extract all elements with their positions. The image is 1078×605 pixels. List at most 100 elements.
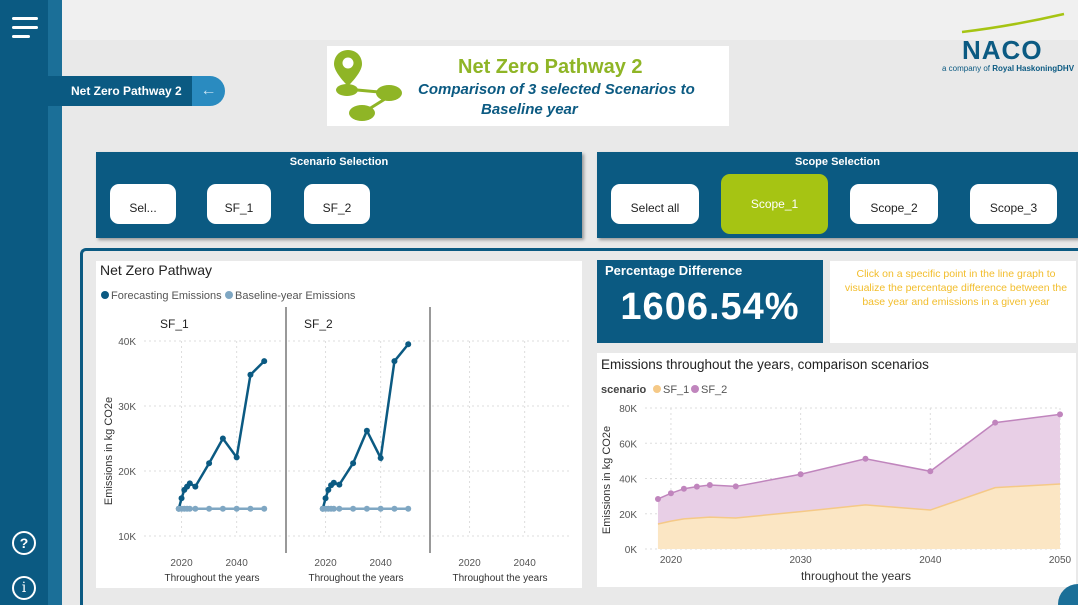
legend-forecast-marker [101, 291, 109, 299]
scenario-sf2-button[interactable]: SF_2 [304, 184, 370, 224]
data-point [336, 505, 343, 512]
percentage-difference-card: Percentage Difference 1606.54% [597, 260, 823, 343]
area-x-tick-label: 2050 [1049, 555, 1072, 566]
page-title: Net Zero Pathway 2 [458, 56, 643, 78]
comparison-scenarios-chart[interactable]: Emissions throughout the years, comparis… [597, 353, 1076, 587]
logo-text: NACO [962, 35, 1043, 65]
scope-1-button[interactable]: Scope_1 [721, 174, 828, 234]
y-tick-label: 40K [118, 337, 136, 348]
data-point [219, 505, 226, 512]
panel-title: SF_2 [304, 317, 333, 331]
x-tick-label: 2040 [370, 558, 393, 569]
logo-subtitle: a company of Royal HaskoningDHV [942, 64, 1075, 73]
scope-selection-title: Scope Selection [795, 156, 880, 168]
data-point [247, 371, 254, 378]
area-data-point [693, 483, 700, 490]
data-point [377, 455, 384, 461]
route-pin-icon [334, 50, 402, 121]
data-point [391, 358, 398, 365]
x-axis-label: Throughout the years [308, 573, 403, 584]
y-tick-label: 20K [118, 467, 136, 478]
scope-3-button[interactable]: Scope_3 [970, 184, 1057, 224]
percentage-difference-label: Percentage Difference [605, 263, 743, 278]
y-axis-label: Emissions in kg CO2e [103, 397, 115, 505]
data-point [247, 505, 254, 512]
data-point [336, 481, 343, 488]
percentage-difference-value: 1606.54% [620, 286, 800, 328]
scenario-select-all-button[interactable]: Sel... [110, 184, 176, 224]
net-zero-pathway-chart[interactable]: Net Zero Pathway Forecasting Emissions B… [96, 261, 582, 588]
scope-selection-panel: Scope Selection Select all Scope_1 Scope… [597, 152, 1078, 238]
info-icon[interactable]: i [12, 576, 36, 600]
data-point [192, 505, 199, 512]
top-bar [62, 0, 1078, 40]
hint-text: Click on a specific point in the line gr… [844, 268, 1068, 308]
area-y-tick-label: 80K [619, 404, 637, 415]
data-point [350, 505, 357, 512]
area-y-tick-label: 20K [619, 510, 637, 521]
scenario-sf1-button[interactable]: SF_1 [207, 184, 271, 224]
series-line [177, 360, 266, 510]
data-point [233, 454, 240, 461]
data-point [325, 486, 332, 493]
area-data-point [732, 483, 739, 490]
chart-title: Net Zero Pathway [100, 262, 212, 278]
area-chart-title: Emissions throughout the years, comparis… [601, 357, 929, 372]
x-tick-label: 2020 [170, 558, 193, 569]
data-point [322, 495, 329, 502]
area-x-tick-label: 2030 [790, 555, 813, 566]
area-data-point [706, 482, 713, 489]
legend-baseline-marker [225, 291, 233, 299]
data-point [330, 505, 337, 512]
data-point [186, 505, 193, 512]
area-data-point [654, 495, 661, 502]
area-legend-title: scenario [601, 384, 647, 396]
data-point [330, 479, 337, 486]
back-arrow-icon[interactable]: ← [192, 76, 225, 106]
legend-forecast-label: Forecasting Emissions [111, 290, 222, 302]
data-point [261, 505, 268, 512]
data-point [192, 483, 199, 490]
scope-2-button[interactable]: Scope_2 [850, 184, 938, 224]
area-data-point [797, 471, 804, 478]
page-tab[interactable]: Net Zero Pathway 2 [48, 76, 198, 106]
y-tick-label: 30K [118, 402, 136, 413]
area-data-point [992, 419, 999, 426]
hint-card: Click on a specific point in the line gr… [830, 261, 1076, 343]
area-y-axis-label: Emissions in kg CO2e [601, 426, 613, 534]
panel-title: SF_1 [160, 317, 189, 331]
data-point [350, 460, 357, 467]
area-data-point [680, 485, 687, 492]
help-icon[interactable]: ? [12, 531, 36, 555]
net-zero-pathway-card: Net Zero Pathway Forecasting Emissions B… [96, 261, 582, 588]
area-x-tick-label: 2020 [660, 555, 683, 566]
data-point [178, 495, 185, 502]
area-y-tick-label: 0K [625, 545, 638, 556]
page-subtitle-line2: Baseline year [481, 101, 578, 118]
area-legend-sf2-label: SF_2 [701, 384, 727, 396]
scenario-selection-title: Scenario Selection [289, 156, 389, 168]
x-tick-label: 2020 [458, 558, 481, 569]
data-point [206, 505, 213, 512]
area-data-point [862, 455, 869, 462]
corner-button[interactable] [1058, 584, 1078, 605]
comparison-scenarios-card: Emissions throughout the years, comparis… [597, 353, 1076, 587]
title-card [327, 46, 729, 126]
x-tick-label: 2040 [226, 558, 249, 569]
scenario-selection-panel: Scenario Selection Sel... SF_1 SF_2 [96, 152, 582, 238]
x-axis-label: Throughout the years [164, 573, 259, 584]
data-point [377, 505, 384, 512]
data-point [405, 505, 412, 512]
data-point [405, 341, 412, 348]
legend-baseline-label: Baseline-year Emissions [235, 290, 356, 302]
hamburger-icon[interactable] [12, 17, 38, 39]
area-legend-sf1-label: SF_1 [663, 384, 689, 396]
naco-logo: NACO [961, 12, 1065, 65]
data-point [233, 505, 240, 512]
area-legend-sf2-marker [691, 385, 699, 393]
y-tick-label: 10K [118, 532, 136, 543]
x-tick-label: 2020 [314, 558, 337, 569]
scope-select-all-button[interactable]: Select all [611, 184, 699, 224]
area-data-point [1057, 411, 1063, 418]
nav-rail-edge [48, 0, 62, 605]
